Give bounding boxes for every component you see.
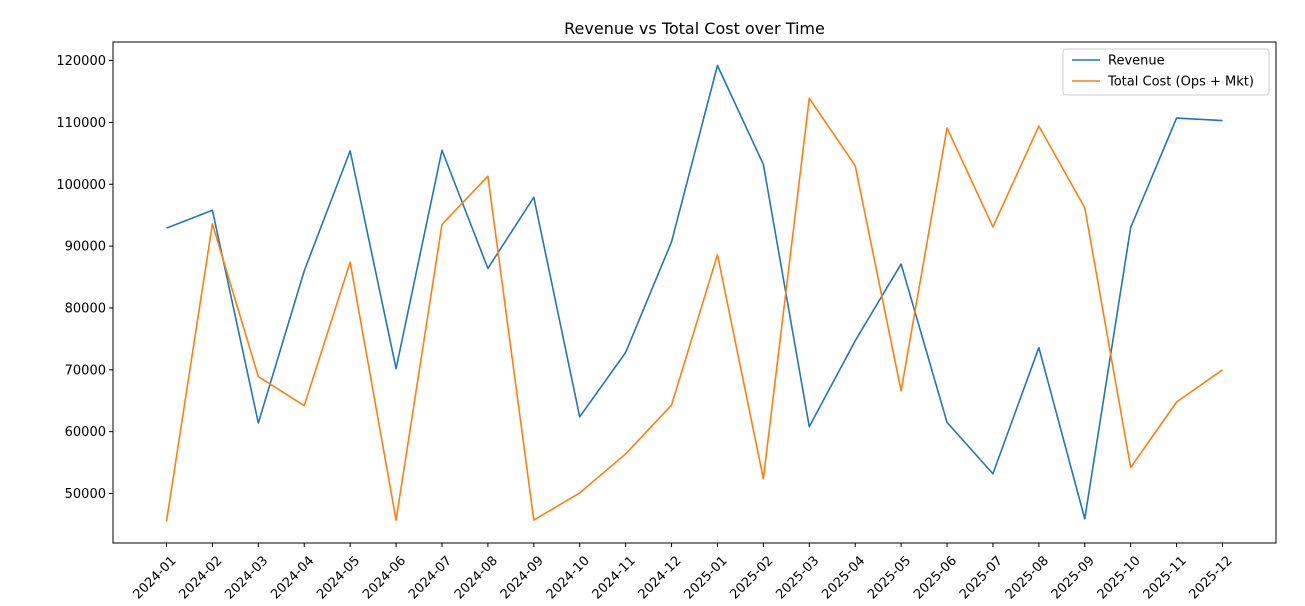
y-tick-label: 80000 (65, 301, 106, 316)
axes-frame (112, 41, 1277, 544)
x-tick-label: 2024-10 (544, 553, 593, 602)
x-tick-label: 2025-11 (1141, 553, 1190, 602)
x-tick-label: 2024-11 (590, 553, 639, 602)
x-tick-label: 2024-09 (498, 553, 547, 602)
chart-title: Revenue vs Total Cost over Time (564, 19, 825, 38)
x-tick-label: 2024-05 (314, 553, 363, 602)
legend-box (1062, 48, 1270, 96)
x-tick-label: 2025-01 (681, 553, 730, 602)
x-tick-label: 2025-10 (1095, 553, 1144, 602)
x-tick-label: 2025-08 (1003, 553, 1052, 602)
x-tick-label: 2025-02 (727, 553, 776, 602)
legend: Revenue Total Cost (Ops + Mkt) (1062, 48, 1270, 96)
y-tick-label: 90000 (65, 240, 106, 255)
legend-entry: Revenue (1108, 54, 1165, 69)
series-line-2 (165, 97, 1223, 522)
series-line-1 (166, 64, 1223, 520)
x-tick-label: 2025-07 (957, 553, 1006, 602)
x-tick-label: 2024-01 (131, 553, 180, 602)
x-tick-label: 2025-03 (773, 553, 822, 602)
x-tick-label: 2024-04 (268, 553, 317, 602)
x-tick-label: 2025-12 (1187, 553, 1236, 602)
y-tick-label: 50000 (65, 487, 106, 502)
x-tick-label: 2024-03 (222, 553, 271, 602)
x-tick-label: 2024-02 (176, 553, 225, 602)
x-tick-label: 2024-07 (406, 553, 455, 602)
x-tick-label: 2024-06 (360, 553, 409, 602)
x-tick-label: 2025-05 (865, 553, 914, 602)
x-tick-label: 2025-09 (1049, 553, 1098, 602)
x-tick-label: 2024-08 (452, 553, 501, 602)
y-tick-label: 70000 (65, 363, 106, 378)
plot-area (165, 64, 1223, 522)
x-tick-label: 2025-06 (911, 553, 960, 602)
y-tick-label: 100000 (56, 178, 106, 193)
x-tick-label: 2025-04 (819, 553, 868, 602)
axes: 2024-012024-022024-032024-042024-052024-… (56, 41, 1277, 602)
y-tick-label: 60000 (65, 425, 106, 440)
y-tick-label: 120000 (56, 54, 106, 69)
legend-entry: Total Cost (Ops + Mkt) (1107, 75, 1254, 90)
y-tick-label: 110000 (56, 116, 106, 131)
x-tick-label: 2024-12 (636, 553, 685, 602)
